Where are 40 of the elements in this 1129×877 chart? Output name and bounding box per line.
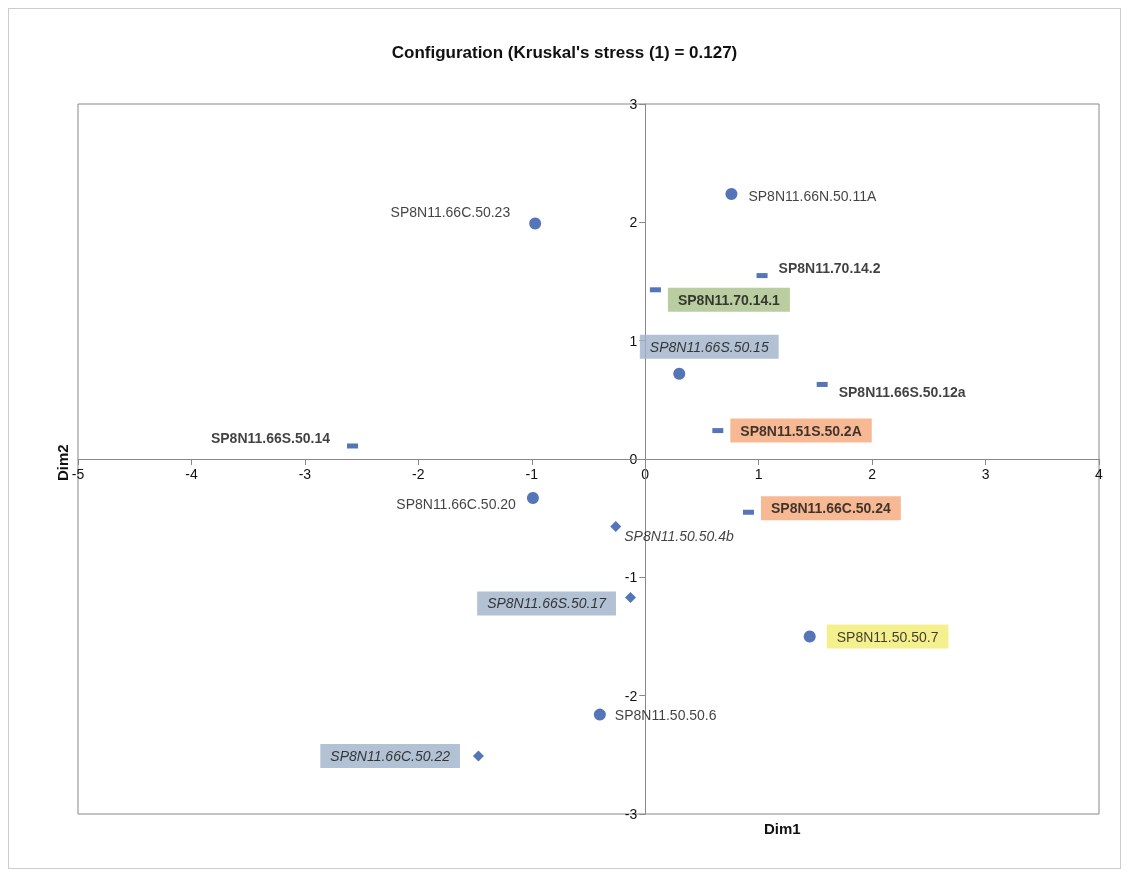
y-tick-label: -3: [624, 806, 638, 822]
data-label: SP8N11.51S.50.2A: [740, 422, 862, 439]
chart-title: Configuration (Kruskal's stress (1) = 0.127): [391, 43, 738, 62]
data-label: SP8N11.66C.50.24: [770, 500, 892, 517]
point: [803, 630, 816, 643]
data-label: SP8N11.50.50.7: [836, 628, 939, 645]
y-tick-label: 3: [629, 96, 638, 112]
x-tick-label: 2: [868, 466, 877, 482]
point: [526, 492, 539, 505]
point: [593, 708, 606, 721]
data-label: SP8N11.66S.50.14: [210, 429, 331, 446]
x-tick-label: 4: [1095, 466, 1104, 482]
x-tick-label: -2: [412, 466, 425, 482]
data-label: SP8N11.66S.50.15: [649, 338, 769, 355]
data-label: SP8N11.70.14.1: [677, 291, 781, 308]
data-label: SP8N11.66C.50.22: [330, 748, 451, 765]
y-tick-label: -1: [624, 569, 638, 586]
y-tick-label: -2: [624, 687, 638, 704]
y-tick-label: 2: [629, 214, 638, 231]
data-label: SP8N11.66C.50.20: [396, 496, 517, 513]
x-tick-label: -3: [298, 466, 312, 482]
y-axis-title: Dim2: [54, 444, 71, 481]
x-tick-label: -4: [185, 466, 198, 482]
point: [624, 591, 636, 603]
data-label: SP8N11.70.14.2: [778, 259, 881, 276]
x-axis-title: Dim1: [764, 820, 801, 837]
data-label: SP8N11.66S.50.12a: [838, 384, 966, 401]
data-label: SP8N11.66N.50.11A: [748, 187, 877, 204]
point: [472, 750, 484, 762]
x-tick-label: -5: [71, 466, 85, 482]
y-tick-label: 1: [629, 332, 638, 349]
point: [610, 520, 622, 532]
point: [529, 217, 542, 230]
x-tick-label: -1: [525, 466, 539, 482]
point: [673, 367, 686, 380]
data-label: SP8N11.66C.50.23: [390, 203, 511, 220]
data-label: SP8N11.66S.50.17: [487, 595, 608, 612]
x-tick-label: 1: [754, 466, 763, 482]
point: [725, 187, 738, 200]
x-tick-label: 3: [981, 466, 990, 482]
